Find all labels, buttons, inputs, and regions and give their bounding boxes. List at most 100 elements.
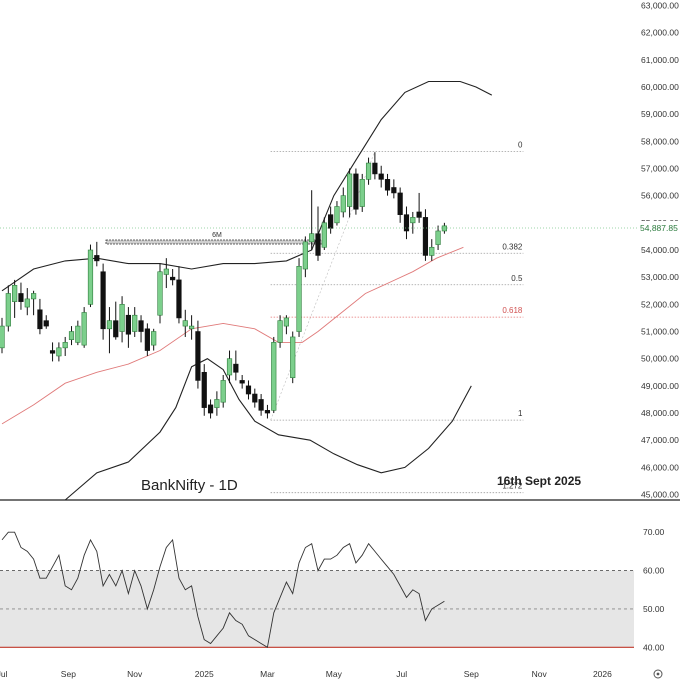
candle-up bbox=[68, 331, 75, 340]
price-tick-label: 50,000.00 bbox=[641, 354, 679, 364]
candle-down bbox=[125, 314, 131, 335]
candle-up bbox=[302, 241, 308, 270]
candle-down bbox=[328, 214, 334, 229]
candle-down bbox=[403, 214, 410, 232]
candle-up bbox=[157, 271, 163, 316]
time-tick-label: Sep bbox=[61, 669, 76, 679]
candle-up bbox=[119, 304, 125, 332]
candle-down bbox=[245, 385, 252, 395]
candle-up bbox=[283, 317, 290, 327]
rsi-tick-label: 70.00 bbox=[643, 527, 665, 537]
candle-up bbox=[151, 331, 157, 346]
time-tick-label: 2026 bbox=[593, 669, 612, 679]
candle-down bbox=[264, 410, 271, 414]
fib-level-label: 1 bbox=[518, 409, 523, 418]
candle-down bbox=[252, 393, 258, 403]
candle-down bbox=[195, 331, 201, 381]
candle-up bbox=[226, 358, 233, 376]
rsi-tick-label: 60.00 bbox=[643, 566, 665, 576]
time-tick-label: Jul bbox=[396, 669, 407, 679]
price-tick-label: 59,000.00 bbox=[641, 109, 679, 119]
candle-up bbox=[220, 380, 226, 403]
candle-down bbox=[138, 320, 144, 332]
candle-down bbox=[391, 187, 397, 194]
price-tick-label: 54,000.00 bbox=[641, 245, 679, 255]
candle-down bbox=[100, 271, 106, 330]
candle-down bbox=[176, 279, 182, 319]
candle-down bbox=[353, 173, 359, 210]
time-tick-label: May bbox=[326, 669, 343, 679]
candle-up bbox=[12, 285, 18, 302]
six-month-range-label: 6M bbox=[212, 232, 222, 239]
time-axis[interactable]: Jul Sep Nov 2025 Mar May Jul Sep Nov 2026 bbox=[0, 669, 612, 679]
fib-level-label: 0.618 bbox=[502, 306, 523, 315]
candle-down bbox=[397, 192, 403, 215]
candle-up bbox=[106, 320, 113, 330]
candle-up bbox=[346, 173, 353, 207]
six-month-range-box bbox=[105, 239, 324, 245]
price-tick-label: 48,000.00 bbox=[641, 408, 679, 418]
fib-level-label: 0.5 bbox=[511, 274, 523, 283]
rsi-pane bbox=[0, 531, 634, 649]
price-tick-label: 58,000.00 bbox=[641, 136, 679, 146]
candles bbox=[0, 152, 448, 419]
candle-up bbox=[359, 179, 365, 207]
candle-down bbox=[384, 179, 391, 191]
candle-down bbox=[94, 255, 100, 262]
time-tick-label: 2025 bbox=[195, 669, 214, 679]
candle-down bbox=[207, 404, 214, 414]
date-label: 16th Sept 2025 bbox=[497, 474, 581, 488]
time-tick-label: Sep bbox=[464, 669, 479, 679]
price-tick-label: 52,000.00 bbox=[641, 299, 679, 309]
price-tick-label: 45,000.00 bbox=[641, 490, 679, 500]
price-tick-label: 62,000.00 bbox=[641, 28, 679, 38]
candle-down bbox=[18, 293, 24, 302]
candle-down bbox=[43, 320, 49, 327]
fibonacci-levels: 0 0.382 0.5 0.618 1 1.272 bbox=[270, 140, 524, 494]
candle-up bbox=[309, 233, 315, 243]
candle-down bbox=[372, 162, 378, 175]
candle-down bbox=[233, 363, 239, 373]
candle-up bbox=[340, 195, 346, 213]
candle-up bbox=[75, 325, 81, 343]
candle-up bbox=[365, 162, 372, 180]
candle-up bbox=[410, 217, 416, 224]
candle-up bbox=[182, 320, 188, 327]
price-tick-label: 61,000.00 bbox=[641, 55, 679, 65]
candle-up bbox=[214, 399, 220, 408]
candle-down bbox=[258, 399, 264, 411]
price-tick-label: 57,000.00 bbox=[641, 163, 679, 173]
candle-up bbox=[429, 246, 435, 256]
time-tick-label: Mar bbox=[260, 669, 275, 679]
candle-down bbox=[49, 350, 56, 354]
price-tick-label: 56,000.00 bbox=[641, 191, 679, 201]
candle-down bbox=[239, 380, 245, 384]
bollinger-lower-line bbox=[64, 358, 472, 501]
candle-up bbox=[435, 230, 441, 245]
fib-level-label: 0 bbox=[518, 140, 523, 149]
candle-up bbox=[0, 325, 5, 349]
candle-up bbox=[441, 225, 448, 232]
moving-average-line bbox=[1, 246, 464, 425]
last-price-badge-text: 54,887.85 bbox=[640, 223, 678, 233]
candle-up bbox=[321, 222, 327, 248]
rsi-axis[interactable]: 70.00 60.00 50.00 40.00 bbox=[643, 527, 665, 652]
candle-up bbox=[290, 336, 296, 379]
candle-up bbox=[271, 342, 277, 411]
rsi-band bbox=[0, 570, 634, 648]
fib-level-label: 0.382 bbox=[502, 242, 523, 251]
candle-down bbox=[37, 309, 43, 330]
price-tick-label: 51,000.00 bbox=[641, 327, 679, 337]
candle-down bbox=[416, 211, 422, 218]
rsi-tick-label: 50.00 bbox=[643, 604, 665, 614]
candle-up bbox=[87, 249, 94, 305]
rsi-tick-label: 40.00 bbox=[643, 642, 665, 652]
settings-icon[interactable] bbox=[653, 669, 663, 679]
time-tick-label: Jul bbox=[0, 669, 8, 679]
candle-up bbox=[296, 266, 302, 332]
candle-up bbox=[132, 314, 138, 332]
candle-up bbox=[81, 312, 87, 346]
candle-up bbox=[277, 320, 283, 343]
